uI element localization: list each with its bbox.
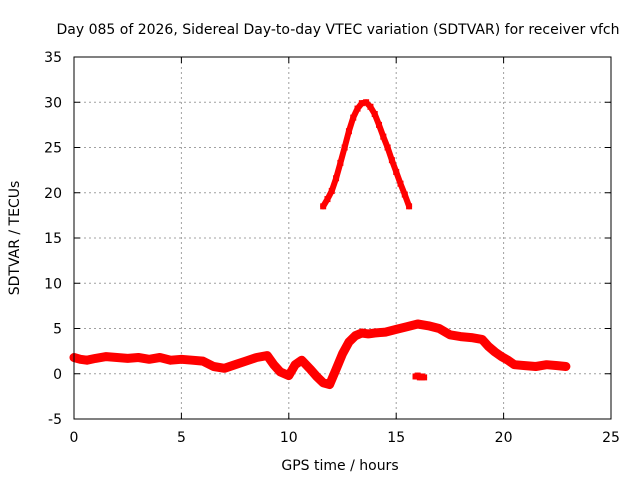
data-point <box>326 381 333 388</box>
chart-title: Day 085 of 2026, Sidereal Day-to-day VTE… <box>56 22 619 38</box>
data-point <box>341 144 348 151</box>
data-point <box>457 333 464 340</box>
data-point <box>532 363 539 370</box>
data-point <box>436 325 443 332</box>
x-axis-label: GPS time / hours <box>281 458 398 474</box>
data-point <box>264 352 271 359</box>
data-layer <box>69 99 571 390</box>
data-point <box>277 368 284 375</box>
data-point <box>371 111 378 118</box>
data-point <box>167 357 174 364</box>
data-point <box>393 168 400 175</box>
data-point <box>320 203 327 210</box>
y-tick-label: 10 <box>44 276 62 292</box>
data-point <box>324 196 331 203</box>
data-point <box>380 133 387 140</box>
data-point <box>77 356 84 363</box>
data-point <box>320 379 327 386</box>
y-tick-label: 15 <box>44 231 62 247</box>
data-point <box>339 350 346 357</box>
data-point <box>333 175 340 182</box>
data-point <box>492 349 499 356</box>
data-point <box>504 357 511 364</box>
data-point <box>401 191 408 198</box>
data-point <box>221 365 228 372</box>
data-point <box>382 329 389 336</box>
data-point <box>92 355 99 362</box>
data-point <box>554 362 561 369</box>
data-point <box>406 203 413 210</box>
data-point <box>253 354 260 361</box>
y-tick-label: 25 <box>44 141 62 157</box>
data-point <box>358 330 365 337</box>
data-point <box>242 358 249 365</box>
data-point <box>156 354 163 361</box>
data-point <box>307 366 314 373</box>
y-tick-label: 20 <box>44 186 62 202</box>
data-point <box>522 362 529 369</box>
data-point <box>352 332 359 339</box>
data-point <box>543 361 550 368</box>
data-point <box>376 121 383 128</box>
y-axis-label: SDTVAR / TECUs <box>7 181 23 296</box>
data-point <box>146 356 153 363</box>
data-point <box>210 363 217 370</box>
data-point <box>337 159 344 166</box>
tick-layer: 0 5 10 15 20 25 -5 0 5 10 15 20 25 30 35 <box>44 50 620 446</box>
x-tick-label: 20 <box>495 430 513 446</box>
data-point <box>358 100 365 107</box>
data-point <box>403 323 410 330</box>
y-tick-label: 35 <box>44 50 62 66</box>
data-point <box>363 99 370 106</box>
data-point <box>189 357 196 364</box>
data-point <box>270 361 277 368</box>
data-point <box>446 331 453 338</box>
data-point <box>421 374 428 381</box>
data-point <box>124 355 131 362</box>
data-point <box>103 353 110 360</box>
data-point <box>562 363 569 370</box>
data-point <box>345 128 352 135</box>
data-point <box>135 354 142 361</box>
data-point <box>498 353 505 360</box>
y-tick-label: -5 <box>48 412 62 428</box>
data-point <box>345 339 352 346</box>
data-point <box>511 361 518 368</box>
data-point <box>285 372 292 379</box>
x-tick-label: 15 <box>387 430 405 446</box>
y-tick-label: 0 <box>53 367 62 383</box>
data-point <box>354 105 361 112</box>
data-point <box>83 357 90 364</box>
y-tick-label: 5 <box>53 322 62 338</box>
data-point <box>371 330 378 337</box>
x-tick-label: 0 <box>70 430 79 446</box>
data-point <box>333 366 340 373</box>
data-point <box>199 358 206 365</box>
data-point <box>298 357 305 364</box>
data-point <box>292 361 299 368</box>
y-tick-label: 30 <box>44 95 62 111</box>
x-tick-label: 5 <box>177 430 186 446</box>
data-point <box>328 187 335 194</box>
data-point <box>113 354 120 361</box>
data-point <box>485 343 492 350</box>
data-point <box>350 114 357 121</box>
data-point <box>468 334 475 341</box>
data-point <box>367 103 374 110</box>
data-point <box>313 373 320 380</box>
data-point <box>384 144 391 151</box>
data-point <box>397 180 404 187</box>
x-tick-label: 10 <box>280 430 298 446</box>
data-point <box>388 157 395 164</box>
data-point <box>425 322 432 329</box>
data-point <box>178 356 185 363</box>
data-point <box>232 361 239 368</box>
data-point <box>393 326 400 333</box>
data-point <box>479 336 486 343</box>
data-point <box>365 330 372 337</box>
data-point <box>414 320 421 327</box>
x-tick-label: 25 <box>602 430 620 446</box>
